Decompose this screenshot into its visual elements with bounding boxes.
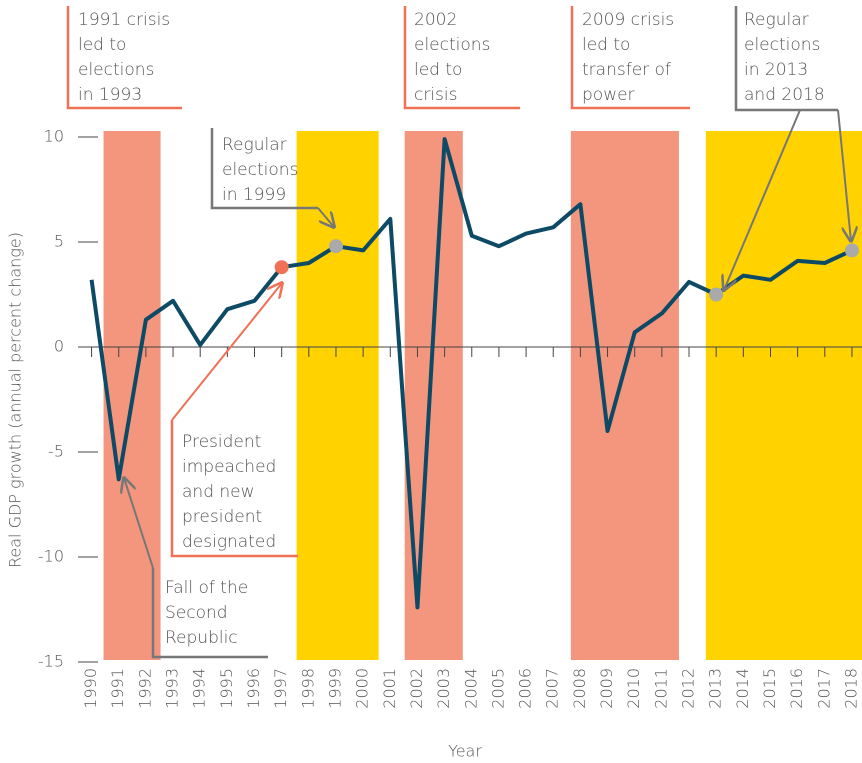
x-tick-label: 2002: [407, 668, 426, 709]
x-tick-label: 1990: [81, 668, 100, 709]
x-tick-label: 2015: [760, 668, 779, 709]
y-tick-label: -10: [38, 547, 64, 566]
y-tick-label: -5: [48, 442, 64, 461]
annotation-bracket: [403, 6, 520, 110]
annotation-text: in 2013: [744, 60, 808, 80]
annotation-text: elections: [222, 160, 298, 180]
annotation-bracket: [170, 420, 298, 558]
x-tick-label: 1992: [135, 668, 154, 709]
annotation-text: elections: [78, 60, 154, 80]
annotation-text: impeached: [182, 457, 276, 477]
x-tick-label: 2017: [814, 668, 833, 709]
x-axis-label: Year: [448, 742, 482, 761]
annotation-text: Second: [165, 603, 228, 623]
x-tick-label: 1999: [325, 668, 344, 709]
annotation-text: president: [182, 507, 262, 527]
x-tick-label: 2007: [543, 668, 562, 709]
y-tick-label: 5: [54, 232, 64, 251]
x-tick-label: 2014: [733, 668, 752, 709]
x-tick-label: 2004: [461, 668, 480, 709]
annotation-text: Republic: [165, 628, 238, 648]
annotation-text: crisis: [414, 85, 458, 105]
x-tick-label: 2013: [706, 668, 725, 709]
annotation-arrow: [724, 109, 801, 290]
annotation-text: led to: [582, 35, 630, 55]
annotation-text: led to: [414, 60, 462, 80]
band: [570, 131, 679, 660]
band: [296, 131, 379, 660]
x-tick-label: 2009: [597, 668, 616, 709]
annotation-text: President: [182, 432, 261, 452]
annotation-arrow: [171, 283, 282, 421]
x-tick-label: 1996: [244, 668, 263, 709]
annotation-bracket: [66, 6, 182, 110]
annotation-text: and new: [182, 482, 255, 502]
annotation-text: in 1993: [78, 85, 142, 105]
annotation-text: elections: [414, 35, 490, 55]
annotation-bracket: [210, 128, 318, 210]
y-tick-label: 10: [44, 127, 64, 146]
x-tick-label: 1998: [298, 668, 317, 709]
annotation-text: led to: [78, 35, 126, 55]
annotation-text: elections: [744, 35, 820, 55]
highlight-point: [709, 287, 724, 302]
x-tick-label: 1993: [163, 668, 182, 709]
x-tick-label: 1997: [271, 668, 290, 709]
x-tick-label: 2011: [651, 668, 670, 709]
annotation-text: 1991 crisis: [78, 10, 170, 30]
annotation-text: 2002: [414, 10, 457, 30]
x-tick-label: 2012: [679, 668, 698, 709]
axes: -15 -10 -5 0 5 10 1990 1991 1992 1993 1994 1995 1996…: [38, 127, 862, 709]
x-tick-label: 2005: [488, 668, 507, 709]
x-tick-label: 2010: [624, 668, 643, 709]
y-axis-label: Real GDP growth (annual percent change): [6, 232, 25, 568]
x-tick-label: 1995: [217, 668, 236, 709]
band: [705, 131, 862, 660]
annotation-text: in 1999: [222, 185, 286, 205]
annotation-bracket: [151, 568, 268, 659]
band: [404, 131, 463, 660]
highlight-point: [274, 260, 289, 275]
x-tick-label: 2006: [516, 668, 535, 709]
annotation-bracket: [570, 6, 690, 110]
x-tick-label: 1991: [108, 668, 127, 709]
annotation-arrow: [124, 478, 154, 569]
annotation-text: power: [582, 85, 635, 105]
x-tick-label: 2016: [787, 668, 806, 709]
annotation-text: 2009 crisis: [582, 10, 674, 30]
y-tick-label: -15: [38, 652, 64, 671]
annotations: 1991 crisis led to elections in 1993 2002 ele…: [66, 6, 851, 659]
x-tick-label: 2000: [353, 668, 372, 709]
x-tick-label: 2018: [841, 668, 860, 709]
bands: [103, 131, 862, 660]
annotation-arrow: [837, 109, 851, 241]
highlight-point: [844, 243, 859, 258]
highlight-point: [328, 239, 343, 254]
x-tick-label: 2003: [434, 668, 453, 709]
x-tick-label: 2001: [380, 668, 399, 709]
annotation-bracket: [734, 6, 838, 112]
annotation-text: and 2018: [744, 85, 825, 105]
annotation-text: transfer of: [582, 60, 671, 80]
annotation-text: Fall of the: [165, 578, 248, 598]
annotation-text: Regular: [744, 10, 809, 30]
annotation-text: designated: [182, 532, 276, 552]
y-tick-label: 0: [54, 337, 64, 356]
x-tick-label: 2008: [570, 668, 589, 709]
x-tick-label: 1994: [190, 668, 209, 709]
annotation-text: Regular: [222, 135, 287, 155]
annotation-arrow: [317, 207, 334, 227]
